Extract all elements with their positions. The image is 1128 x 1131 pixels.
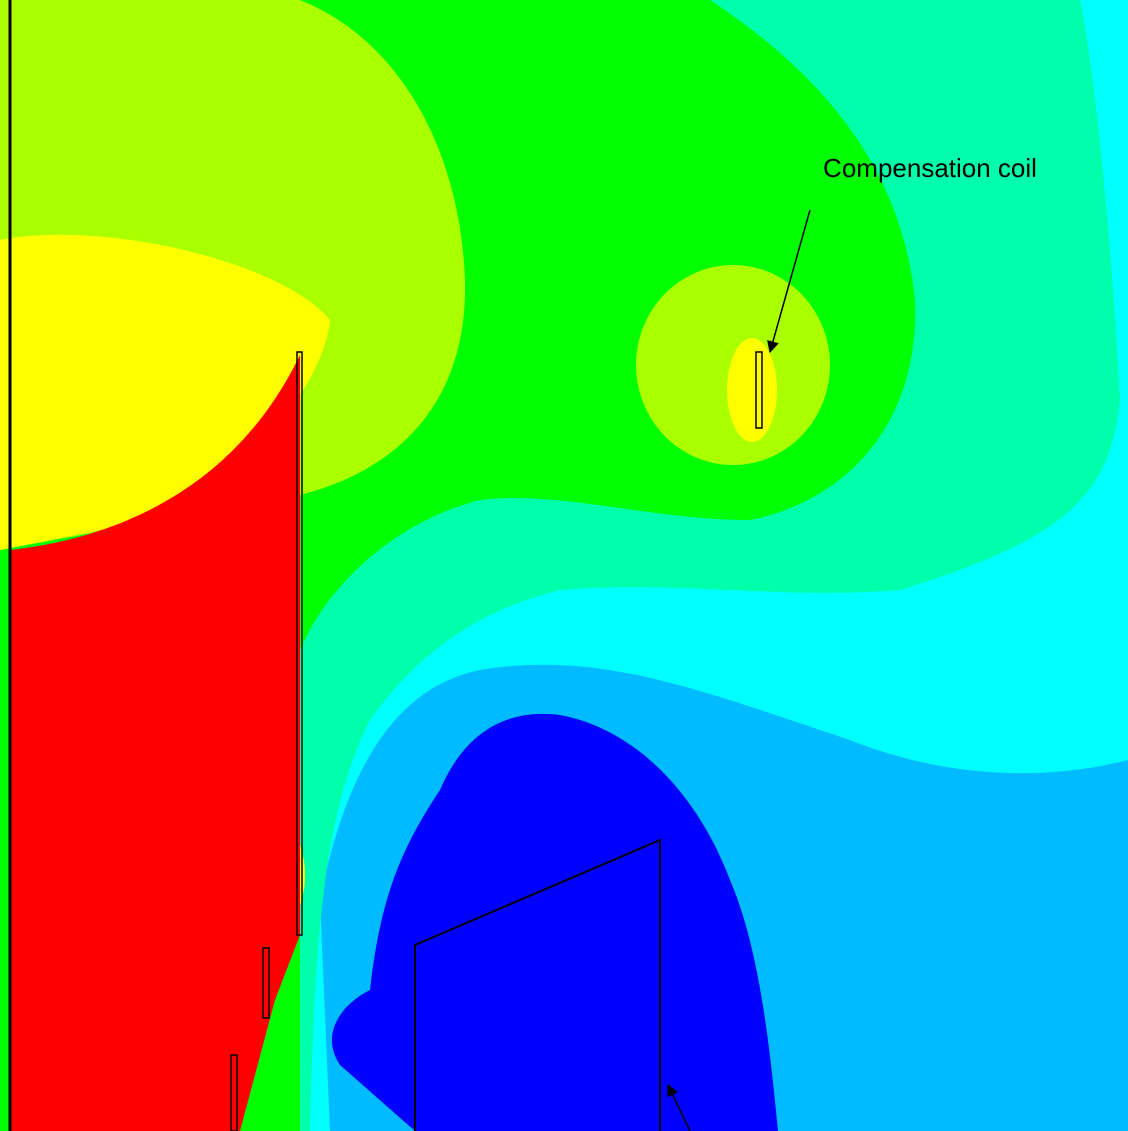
arrow [667,1083,691,1131]
region-red [10,355,300,1131]
region-yellow [0,234,330,550]
coil [262,947,270,1019]
coil [296,351,303,936]
region-blue [331,713,778,1131]
region-yellow [727,338,777,442]
shield-outline [414,838,661,1131]
annotation: Compensation coil [823,153,1037,183]
compensation-coil [755,351,763,429]
coil [230,1054,238,1131]
arrow [767,209,811,354]
